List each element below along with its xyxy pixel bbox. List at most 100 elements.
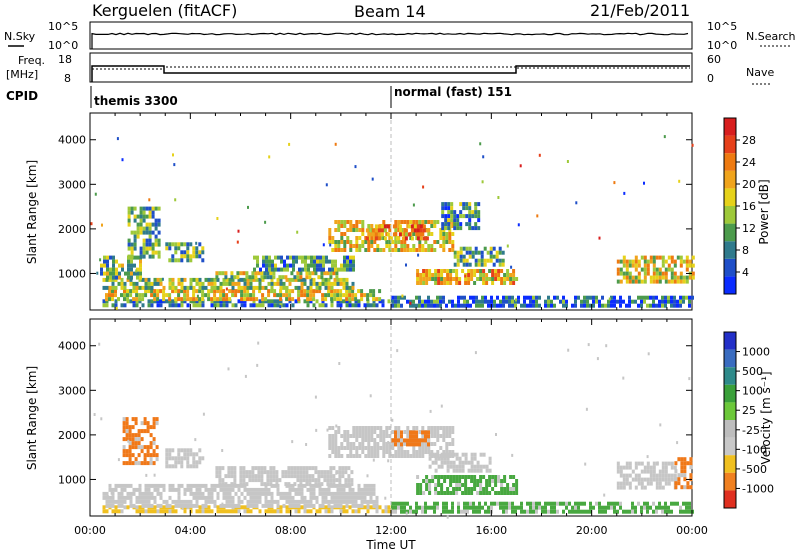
echo-cell [251,474,255,479]
echo-cell [333,289,337,294]
echo-cell [261,503,265,508]
echo-cell [439,303,442,308]
echo-cell [677,481,681,486]
echo-cell [473,475,477,479]
echo-cell [127,246,131,251]
echo-cell [312,487,316,492]
echo-cell [284,474,288,479]
echo-cell [282,491,286,496]
echo-cell [274,267,277,272]
echo-cell [652,473,656,478]
echo-cell [406,438,409,443]
echo-cell [216,509,220,514]
echo-cell [195,299,199,304]
echo-cell [269,275,273,280]
echo-cell [400,446,404,450]
echo-cell [290,271,294,276]
echo-cell [306,487,310,492]
echo-cell [156,277,160,282]
echo-cell [494,269,498,273]
echo-cell [282,285,286,290]
echo-cell [398,232,402,237]
echo-cell [228,491,232,496]
echo-cell [358,220,362,224]
echo-cell [451,438,455,442]
echo-cell [622,263,626,268]
echo-cell [195,460,199,465]
echo-cell [386,224,390,229]
echo-cell [186,460,190,465]
echo-cell [451,442,455,446]
echo-cell [365,236,369,241]
echo-cell [500,277,504,281]
echo-cell [301,255,304,260]
echo-cell [470,491,474,495]
echo-cell [276,491,280,496]
echo-cell [503,277,507,281]
echo-cell [318,285,322,290]
echo-cell [239,271,243,276]
echo-cell [613,303,616,308]
echo-cell [291,277,295,282]
power-colorbar-label: Power [dB] [757,179,771,244]
echo-cell [189,281,193,286]
echo-cell [111,499,115,504]
echo-cell [111,487,115,492]
echo-cell [400,248,404,252]
echo-cell [400,430,403,435]
echo-cell [667,263,671,268]
echo-cell [357,487,361,492]
echo-cell [397,224,401,228]
echo-cell [156,483,160,488]
echo-cell [685,501,688,506]
echo-cell [183,293,187,298]
echo-cell [296,271,300,276]
echo-cell [677,457,681,462]
echo-cell [311,478,315,483]
echo-point [195,241,198,245]
echo-cell [153,297,157,302]
echo-cell [334,442,338,446]
echo-cell [441,226,445,231]
echo-cell [427,505,430,510]
echo-cell [347,478,351,483]
echo-cell [221,478,225,483]
echo-cell [625,259,629,264]
echo-cell [280,259,283,264]
echo-cell [436,220,440,224]
echo-cell [628,473,632,478]
echo-cell [373,430,377,434]
echo-cell [327,285,331,290]
echo-cell [168,297,172,302]
echo-cell [297,487,301,492]
echo-cell [237,499,241,504]
echo-cell [121,267,124,272]
echo-cell [670,295,673,300]
echo-cell [246,499,250,504]
echo-cell [373,240,377,244]
echo-cell [412,438,415,443]
echo-cell [340,446,344,450]
echo-cell [418,446,422,450]
echo-cell [369,499,373,504]
echo-cell [258,289,262,294]
echo-cell [140,429,144,434]
echo-cell [150,483,154,488]
echo-cell [274,255,277,260]
echo-cell [485,479,489,483]
echo-cell [406,454,410,458]
echo-cell [177,499,181,504]
echo-cell [628,271,632,276]
echo-cell [148,238,152,243]
echo-cell [400,434,403,439]
echo-cell [319,259,322,264]
echo-cell [465,214,469,219]
echo-cell [293,470,297,475]
echo-cell [412,454,416,458]
echo-cell [619,271,623,276]
echo-cell [439,446,443,450]
echo-cell [488,475,492,479]
echo-cell [239,478,243,483]
echo-cell [400,220,404,224]
colorbar-block [724,276,736,294]
